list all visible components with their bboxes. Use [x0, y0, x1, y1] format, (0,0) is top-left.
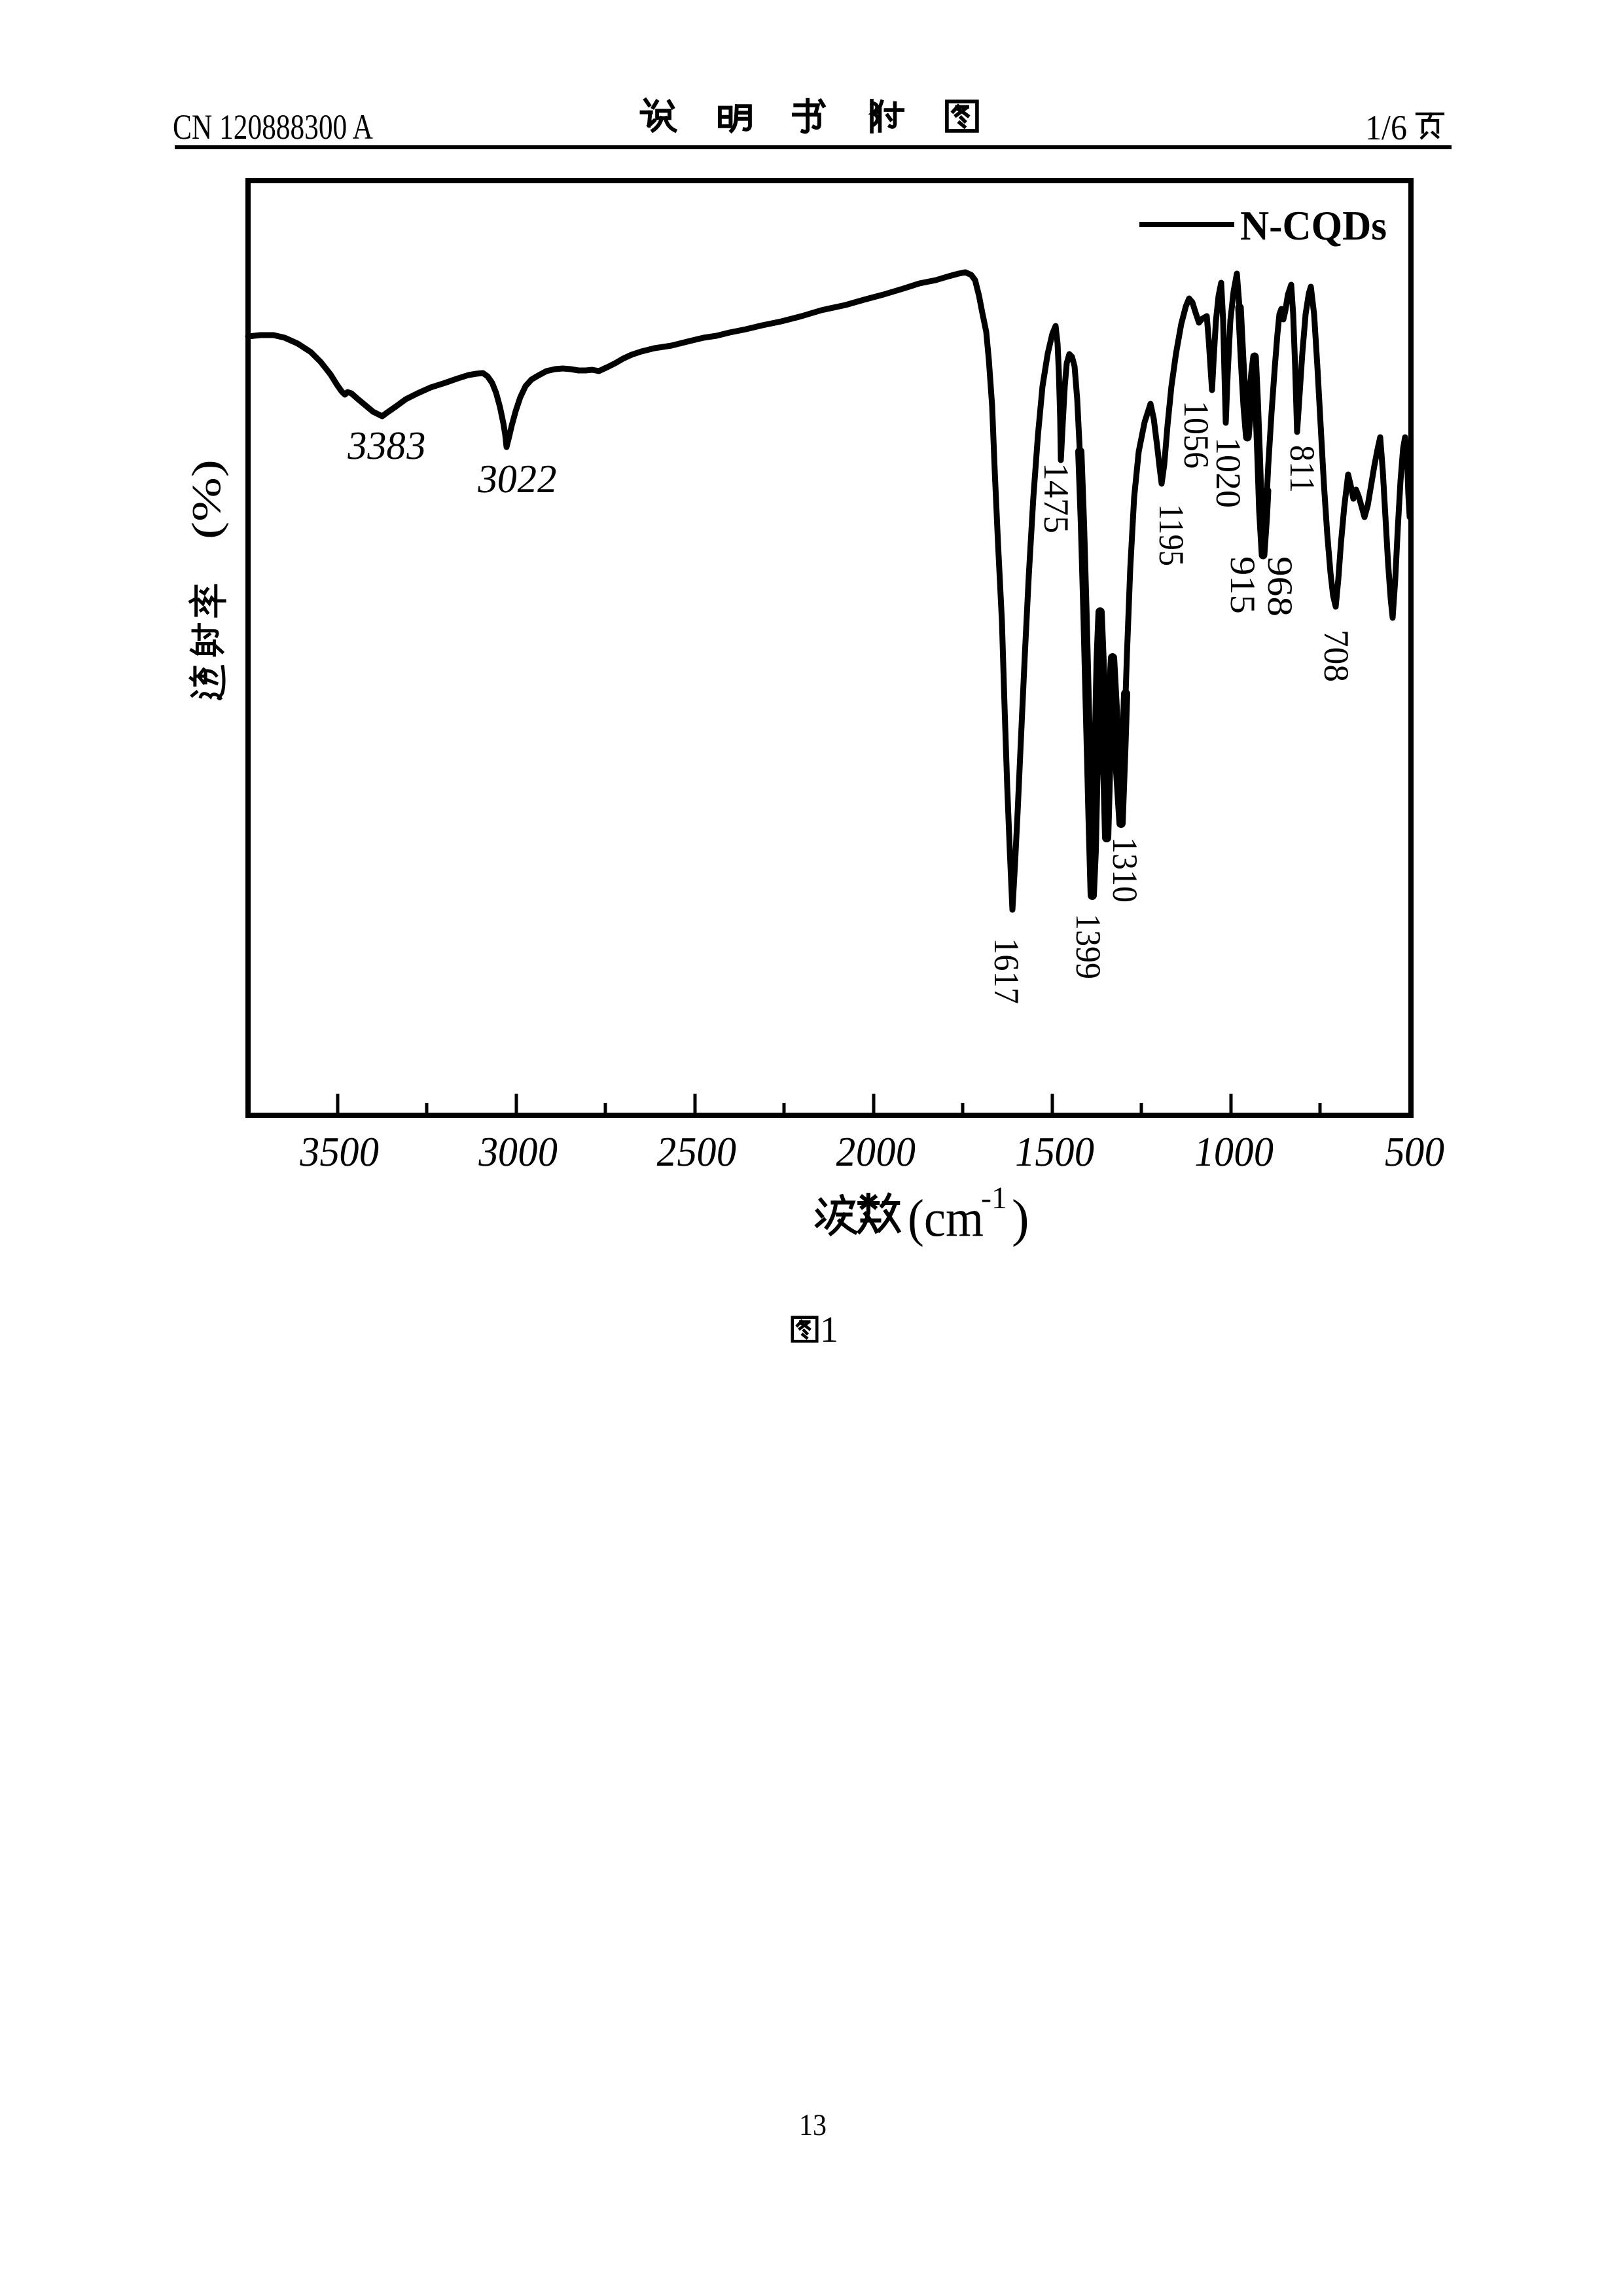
- svg-text:1020: 1020: [1209, 437, 1248, 508]
- svg-text:-1: -1: [981, 1181, 1007, 1215]
- svg-text:3000: 3000: [475, 1128, 562, 1175]
- svg-text:811: 811: [1283, 445, 1322, 493]
- svg-text:13: 13: [799, 2108, 827, 2142]
- svg-text:(%): (%): [185, 459, 229, 539]
- svg-text:3383: 3383: [344, 423, 429, 468]
- svg-text:1475: 1475: [1037, 463, 1076, 533]
- svg-text:1617: 1617: [987, 938, 1026, 1004]
- svg-text:2500: 2500: [654, 1128, 740, 1175]
- svg-text:1056: 1056: [1177, 401, 1216, 469]
- svg-text:(cm: (cm: [908, 1190, 984, 1247]
- svg-text:1195: 1195: [1152, 504, 1191, 566]
- svg-text:1/6: 1/6: [1365, 108, 1407, 147]
- svg-text:2000: 2000: [833, 1128, 919, 1175]
- svg-text:N-CQDs: N-CQDs: [1240, 202, 1387, 249]
- svg-text:1: 1: [820, 1310, 838, 1350]
- svg-text:): ): [1012, 1190, 1029, 1247]
- svg-text:CN 120888300 A: CN 120888300 A: [173, 107, 373, 147]
- svg-text:708: 708: [1317, 630, 1356, 682]
- svg-text:3500: 3500: [296, 1128, 383, 1175]
- svg-text:968: 968: [1260, 556, 1300, 617]
- svg-text:1000: 1000: [1191, 1128, 1277, 1175]
- svg-text:1500: 1500: [1012, 1128, 1098, 1175]
- svg-text:3022: 3022: [474, 457, 561, 501]
- svg-text:1399: 1399: [1069, 914, 1108, 979]
- svg-text:500: 500: [1382, 1128, 1448, 1175]
- svg-text:1310: 1310: [1105, 837, 1145, 903]
- svg-text:915: 915: [1223, 556, 1262, 614]
